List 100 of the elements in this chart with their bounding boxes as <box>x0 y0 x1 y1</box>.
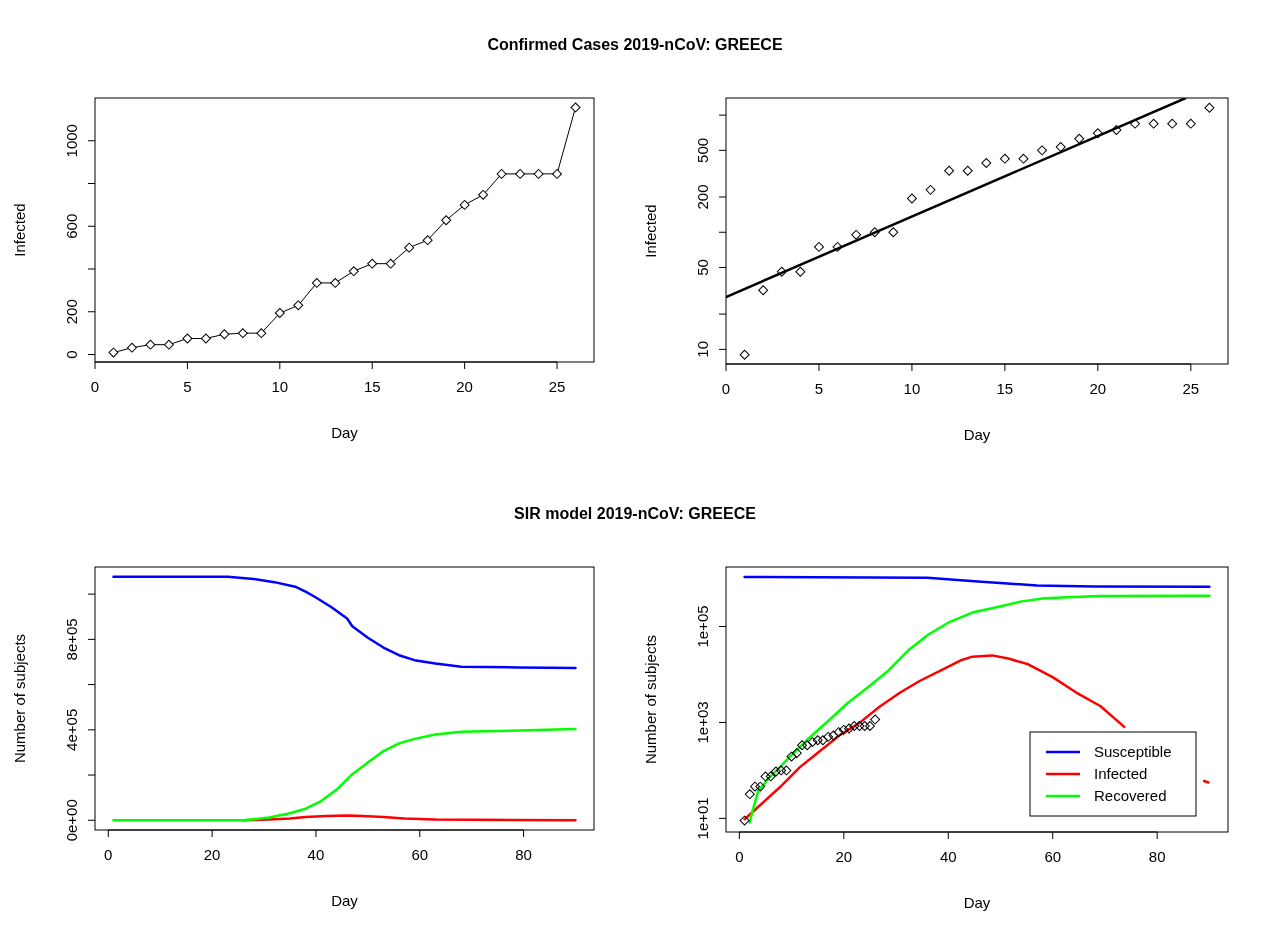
point <box>760 771 771 782</box>
point <box>459 199 470 210</box>
point <box>496 168 507 179</box>
x-tick-label: 10 <box>903 380 921 397</box>
point <box>859 720 870 731</box>
point <box>781 765 792 776</box>
point <box>869 227 880 238</box>
point <box>515 168 526 179</box>
y-tick-label: 0e+00 <box>63 799 80 842</box>
point <box>311 277 322 288</box>
point <box>533 168 544 179</box>
x-axis-title: Day <box>331 424 359 441</box>
x-tick-label: 40 <box>939 848 957 865</box>
line-series <box>112 575 577 670</box>
point <box>838 724 849 735</box>
point <box>851 229 862 240</box>
legend-label: Infected <box>1094 765 1148 782</box>
y-tick-label: 1e+01 <box>694 797 711 840</box>
y-tick-label: 10 <box>694 341 711 358</box>
point <box>750 781 761 792</box>
point <box>163 339 174 350</box>
point <box>962 165 973 176</box>
point <box>237 328 248 339</box>
point <box>330 277 341 288</box>
point <box>404 242 415 253</box>
point <box>797 740 808 751</box>
point <box>126 342 137 353</box>
point <box>999 153 1010 164</box>
point <box>870 714 881 725</box>
point <box>925 184 936 195</box>
point <box>739 349 750 360</box>
point <box>770 766 781 777</box>
text: Confirmed Cases 2019-nCoV: GREECE <box>487 36 783 53</box>
y-tick-label: 200 <box>694 184 711 210</box>
y-tick-label: 0 <box>63 350 80 359</box>
point <box>441 215 452 226</box>
point <box>906 193 917 204</box>
point <box>570 102 581 113</box>
point <box>812 735 823 746</box>
point <box>786 751 797 762</box>
point <box>422 235 433 246</box>
point <box>1204 102 1215 113</box>
y-tick-label: 600 <box>63 213 80 239</box>
point <box>293 300 304 311</box>
point <box>854 720 865 731</box>
x-tick-label: 0 <box>90 378 100 395</box>
x-tick-label: 5 <box>814 380 824 397</box>
point <box>552 168 563 179</box>
point <box>807 737 818 748</box>
point <box>844 723 855 734</box>
point <box>795 266 806 277</box>
point <box>478 189 489 200</box>
x-tick-label: 0 <box>721 380 731 397</box>
x-tick-label: 15 <box>996 380 1014 397</box>
point <box>385 258 396 269</box>
point <box>802 740 813 751</box>
x-tick-label: 0 <box>104 846 113 863</box>
x-tick-label: 20 <box>1089 380 1107 397</box>
point <box>1055 141 1066 152</box>
x-tick-label: 80 <box>1148 848 1166 865</box>
point <box>1111 124 1122 135</box>
legend-label: Susceptible <box>1094 743 1172 760</box>
point <box>1167 118 1178 129</box>
point <box>108 347 119 358</box>
y-axis-title: Number of subjects <box>11 633 28 764</box>
x-axis-title: Day <box>963 426 991 443</box>
y-axis-title: Infected <box>642 204 659 258</box>
y-tick-label: 500 <box>694 137 711 163</box>
x-tick-label: 20 <box>835 848 853 865</box>
x-tick-label: 25 <box>1182 380 1200 397</box>
legend-label: Recovered <box>1094 787 1167 804</box>
y-tick-label: 50 <box>694 259 711 276</box>
point <box>274 308 285 319</box>
point <box>833 727 844 738</box>
point <box>1018 153 1029 164</box>
point <box>832 241 843 252</box>
y-axis-title: Number of subjects <box>642 634 659 765</box>
y-axis-title: Infected <box>11 203 28 257</box>
x-tick-label: 20 <box>203 846 221 863</box>
point <box>256 328 267 339</box>
point <box>744 789 755 800</box>
point <box>813 241 824 252</box>
y-tick-label: 4e+05 <box>63 708 80 751</box>
x-tick-label: 5 <box>183 378 192 395</box>
x-axis-title: Day <box>331 892 359 909</box>
point <box>776 765 787 776</box>
x-tick-label: 0 <box>735 848 744 865</box>
point <box>981 158 992 168</box>
y-tick-label: 1e+03 <box>694 701 711 744</box>
point <box>1092 128 1103 139</box>
point <box>348 266 359 277</box>
point <box>1037 145 1048 156</box>
point <box>791 748 802 759</box>
x-tick-label: 25 <box>548 378 566 395</box>
point <box>219 329 230 340</box>
x-tick-label: 80 <box>515 846 532 863</box>
point <box>367 258 378 269</box>
point <box>817 735 828 746</box>
point <box>755 781 766 792</box>
point <box>765 771 776 782</box>
